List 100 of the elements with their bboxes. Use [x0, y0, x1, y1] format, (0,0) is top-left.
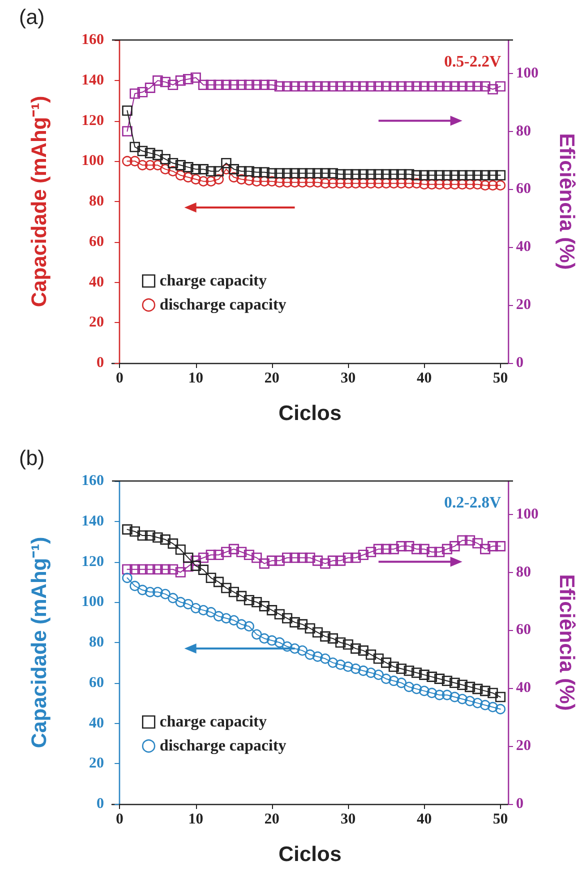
point: [350, 643, 361, 654]
annotation: 0.5-2.2V: [444, 54, 502, 70]
point: [221, 582, 232, 594]
point: [198, 552, 209, 563]
point: [312, 627, 323, 638]
point: [366, 169, 376, 180]
point: [472, 684, 483, 694]
point: [381, 178, 392, 188]
point: [464, 179, 476, 190]
point: [366, 178, 376, 188]
point: [190, 72, 201, 83]
point: [442, 544, 452, 554]
point: [312, 168, 323, 178]
point: [396, 678, 407, 688]
legend-label: charge capacity: [160, 272, 267, 290]
point: [411, 668, 422, 678]
point: [297, 81, 308, 92]
point: [335, 660, 346, 670]
point: [404, 682, 414, 692]
point: [426, 170, 437, 180]
point: [266, 80, 278, 90]
y2-tick-label: 20: [516, 738, 531, 754]
point: [244, 175, 254, 186]
point: [472, 538, 483, 548]
point: [426, 672, 437, 682]
point: [426, 179, 437, 190]
y2-axis-title: Eficiência (%): [555, 574, 578, 711]
point: [457, 680, 468, 690]
point: [320, 178, 330, 188]
point: [434, 690, 445, 700]
x-tick-label: 20: [264, 812, 280, 828]
point: [290, 552, 300, 563]
point: [244, 550, 254, 560]
point: [480, 81, 490, 92]
point: [480, 686, 490, 696]
point: [328, 556, 338, 566]
point: [480, 544, 490, 554]
point: [488, 170, 498, 180]
point: [358, 550, 368, 560]
point: [244, 594, 254, 606]
point: [144, 82, 156, 93]
y-tick-label: 0: [96, 796, 104, 812]
point: [404, 178, 414, 188]
y-tick-label: 140: [82, 513, 104, 530]
point: [198, 564, 209, 575]
point: [388, 169, 399, 180]
point: [259, 176, 270, 186]
point: [183, 598, 194, 610]
point: [342, 552, 354, 563]
point: [252, 176, 262, 186]
x-tick-label: 40: [416, 370, 432, 386]
point: [488, 84, 498, 94]
point: [274, 556, 285, 566]
point: [495, 704, 506, 714]
point: [228, 164, 239, 174]
point: [342, 169, 354, 180]
point: [350, 178, 361, 188]
y2-tick-label: 40: [516, 239, 531, 256]
point: [183, 172, 194, 182]
point: [168, 592, 178, 604]
y-tick-label: 100: [82, 594, 104, 610]
point: [266, 168, 278, 178]
point: [160, 588, 170, 600]
point: [411, 684, 422, 694]
point: [122, 564, 132, 575]
y2-tick-label: 20: [516, 297, 531, 314]
point: [358, 169, 368, 180]
point: [450, 541, 460, 552]
y-tick-label: 160: [82, 473, 104, 489]
point: [495, 692, 506, 702]
point: [175, 567, 186, 578]
point: [130, 88, 140, 99]
point: [297, 168, 308, 178]
point: [168, 158, 178, 168]
point: [168, 166, 178, 176]
point: [419, 544, 430, 554]
point: [160, 534, 170, 545]
y-tick-label: 140: [82, 72, 104, 88]
point: [381, 81, 392, 92]
point: [290, 617, 300, 628]
point: [342, 178, 354, 188]
point: [244, 80, 254, 90]
point: [373, 670, 384, 680]
point: [335, 81, 346, 92]
y-tick-label: 80: [89, 194, 104, 210]
point: [419, 686, 430, 696]
point: [259, 80, 270, 90]
point: [175, 170, 186, 180]
point: [358, 666, 368, 676]
point: [404, 169, 414, 180]
point: [290, 81, 300, 92]
point: [206, 80, 216, 90]
legend-label: discharge capacity: [160, 296, 286, 314]
y2-tick-label: 100: [516, 65, 538, 82]
point: [304, 168, 316, 178]
point: [457, 535, 468, 546]
point: [488, 702, 498, 712]
point: [183, 74, 194, 84]
point: [282, 81, 292, 92]
point: [495, 180, 506, 190]
